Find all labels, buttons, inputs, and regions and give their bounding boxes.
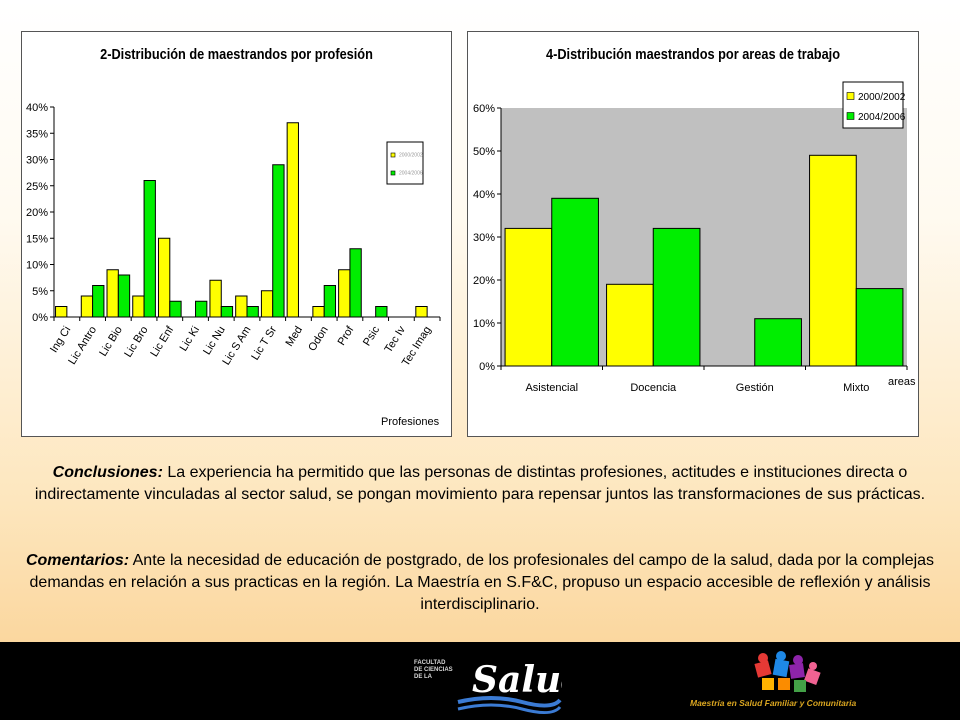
work-area-chart: 4-Distribución maestrandos por areas de … xyxy=(467,31,919,437)
bar xyxy=(652,227,701,367)
y-tick-label: 40% xyxy=(26,102,48,114)
y-tick-label: 10% xyxy=(473,318,495,330)
footer-bar: FACULTAD DE CIENCIAS DE LA Salud Maestrí… xyxy=(0,642,960,720)
bar xyxy=(80,295,94,318)
x-tick-label: Docencia xyxy=(630,382,677,394)
y-tick-label: 0% xyxy=(479,361,495,373)
conclusions-label: Conclusiones: xyxy=(52,464,163,481)
bar xyxy=(260,290,274,318)
conclusions-body: La experiencia ha permitido que las pers… xyxy=(34,464,926,503)
legend-box xyxy=(842,81,904,129)
x-tick-label: Ing Ci xyxy=(48,324,73,355)
bar xyxy=(117,274,131,318)
salud-logo-icon: Salud xyxy=(457,659,562,714)
y-tick-label: 40% xyxy=(473,189,495,201)
bar xyxy=(169,300,182,318)
bar xyxy=(754,318,802,367)
conclusions-paragraph: Conclusiones: La experiencia ha permitid… xyxy=(10,462,950,506)
chart-title: 4-Distribución maestrandos por areas de … xyxy=(545,46,841,63)
puzzle-figures-icon xyxy=(754,651,821,692)
y-tick-label: 20% xyxy=(473,275,495,287)
y-tick-label: 15% xyxy=(26,233,48,245)
bar xyxy=(286,122,299,318)
salud-logo-word: Salud xyxy=(472,659,562,701)
bar xyxy=(606,283,654,367)
bar xyxy=(272,164,285,318)
bar xyxy=(375,306,388,318)
bar xyxy=(551,197,599,367)
bar xyxy=(235,295,248,318)
y-tick-label: 5% xyxy=(32,286,48,298)
y-tick-label: 10% xyxy=(26,260,48,272)
x-axis-label: Profesiones xyxy=(381,416,440,428)
bar xyxy=(220,306,234,318)
wave-icon xyxy=(457,696,562,708)
wave-icon xyxy=(457,703,562,714)
y-tick-label: 35% xyxy=(26,128,48,140)
bar xyxy=(349,248,362,318)
x-axis-label: areas xyxy=(888,376,916,388)
chart-title: 2-Distribución de maestrandos por profes… xyxy=(100,46,373,63)
x-tick-label: Odon xyxy=(306,324,330,353)
x-tick-label: Asistencial xyxy=(525,382,578,394)
program-logo: Maestría en Salud Familiar y Comunitaria xyxy=(680,648,900,718)
x-tick-label: Mixto xyxy=(843,382,869,394)
legend-swatch xyxy=(846,92,855,100)
y-tick-label: 30% xyxy=(473,232,495,244)
legend-label: 2000/2002 xyxy=(399,153,423,159)
bar xyxy=(132,295,145,318)
x-tick-label: Lic Bio xyxy=(97,324,125,358)
program-name: Maestría en Salud Familiar y Comunitaria xyxy=(690,698,857,708)
bar xyxy=(338,269,351,318)
x-tick-label: Lic Ki xyxy=(178,324,202,353)
comments-label: Comentarios: xyxy=(25,552,130,569)
y-tick-label: 0% xyxy=(32,312,48,324)
y-tick-label: 50% xyxy=(473,146,495,158)
y-tick-label: 60% xyxy=(473,103,495,115)
legend-swatch xyxy=(390,170,396,176)
x-tick-label: Lic Enf xyxy=(148,323,176,359)
x-tick-label: Psic xyxy=(361,324,382,348)
x-tick-label: Lic T Sr xyxy=(249,324,279,362)
legend-swatch xyxy=(390,152,396,158)
legend-label: 2000/2002 xyxy=(858,92,906,103)
x-tick-label: Lic Bro xyxy=(122,324,150,359)
bar xyxy=(323,285,337,318)
legend-box xyxy=(386,141,424,185)
y-tick-label: 20% xyxy=(26,207,48,219)
bar xyxy=(504,227,553,367)
bar xyxy=(312,306,325,318)
x-tick-label: Prof xyxy=(336,323,357,347)
bar xyxy=(809,154,857,367)
bar xyxy=(92,285,105,318)
comments-paragraph: Comentarios: Ante la necesidad de educac… xyxy=(10,550,950,616)
bar xyxy=(246,306,259,318)
faculty-text: FACULTAD DE CIENCIAS DE LA xyxy=(414,660,453,680)
work-area-chart-svg: 0% 10% 20% 30% 40% 50% 60% Asistencial Docencia G… xyxy=(473,81,916,394)
y-tick-label: 25% xyxy=(26,181,48,193)
x-tick-label: Med xyxy=(283,324,305,349)
profession-chart: 2-Distribución de maestrandos por profes… xyxy=(21,31,452,437)
bar xyxy=(143,180,156,318)
bar xyxy=(209,279,222,318)
faculty-logo: FACULTAD DE CIENCIAS DE LA Salud xyxy=(412,650,562,716)
y-tick-label: 30% xyxy=(26,155,48,167)
legend-swatch xyxy=(846,112,855,120)
x-tick-label: Tec Iv xyxy=(383,324,409,355)
bar xyxy=(415,306,428,318)
bar xyxy=(55,306,68,318)
bar xyxy=(157,237,171,318)
comments-body: Ante la necesidad de educación de postgr… xyxy=(29,552,935,613)
bar xyxy=(195,300,208,318)
x-tick-label: Gestión xyxy=(736,382,774,394)
x-tick-label: Lic Nu xyxy=(201,324,228,357)
bar xyxy=(855,288,904,367)
legend-label: 2004/2006 xyxy=(399,171,423,177)
legend-label: 2004/2006 xyxy=(858,112,906,123)
bar xyxy=(106,269,119,318)
